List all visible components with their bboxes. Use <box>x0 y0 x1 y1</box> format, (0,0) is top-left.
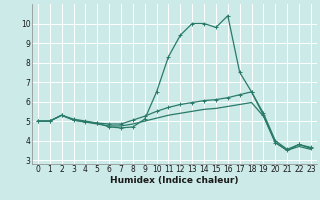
X-axis label: Humidex (Indice chaleur): Humidex (Indice chaleur) <box>110 176 239 185</box>
